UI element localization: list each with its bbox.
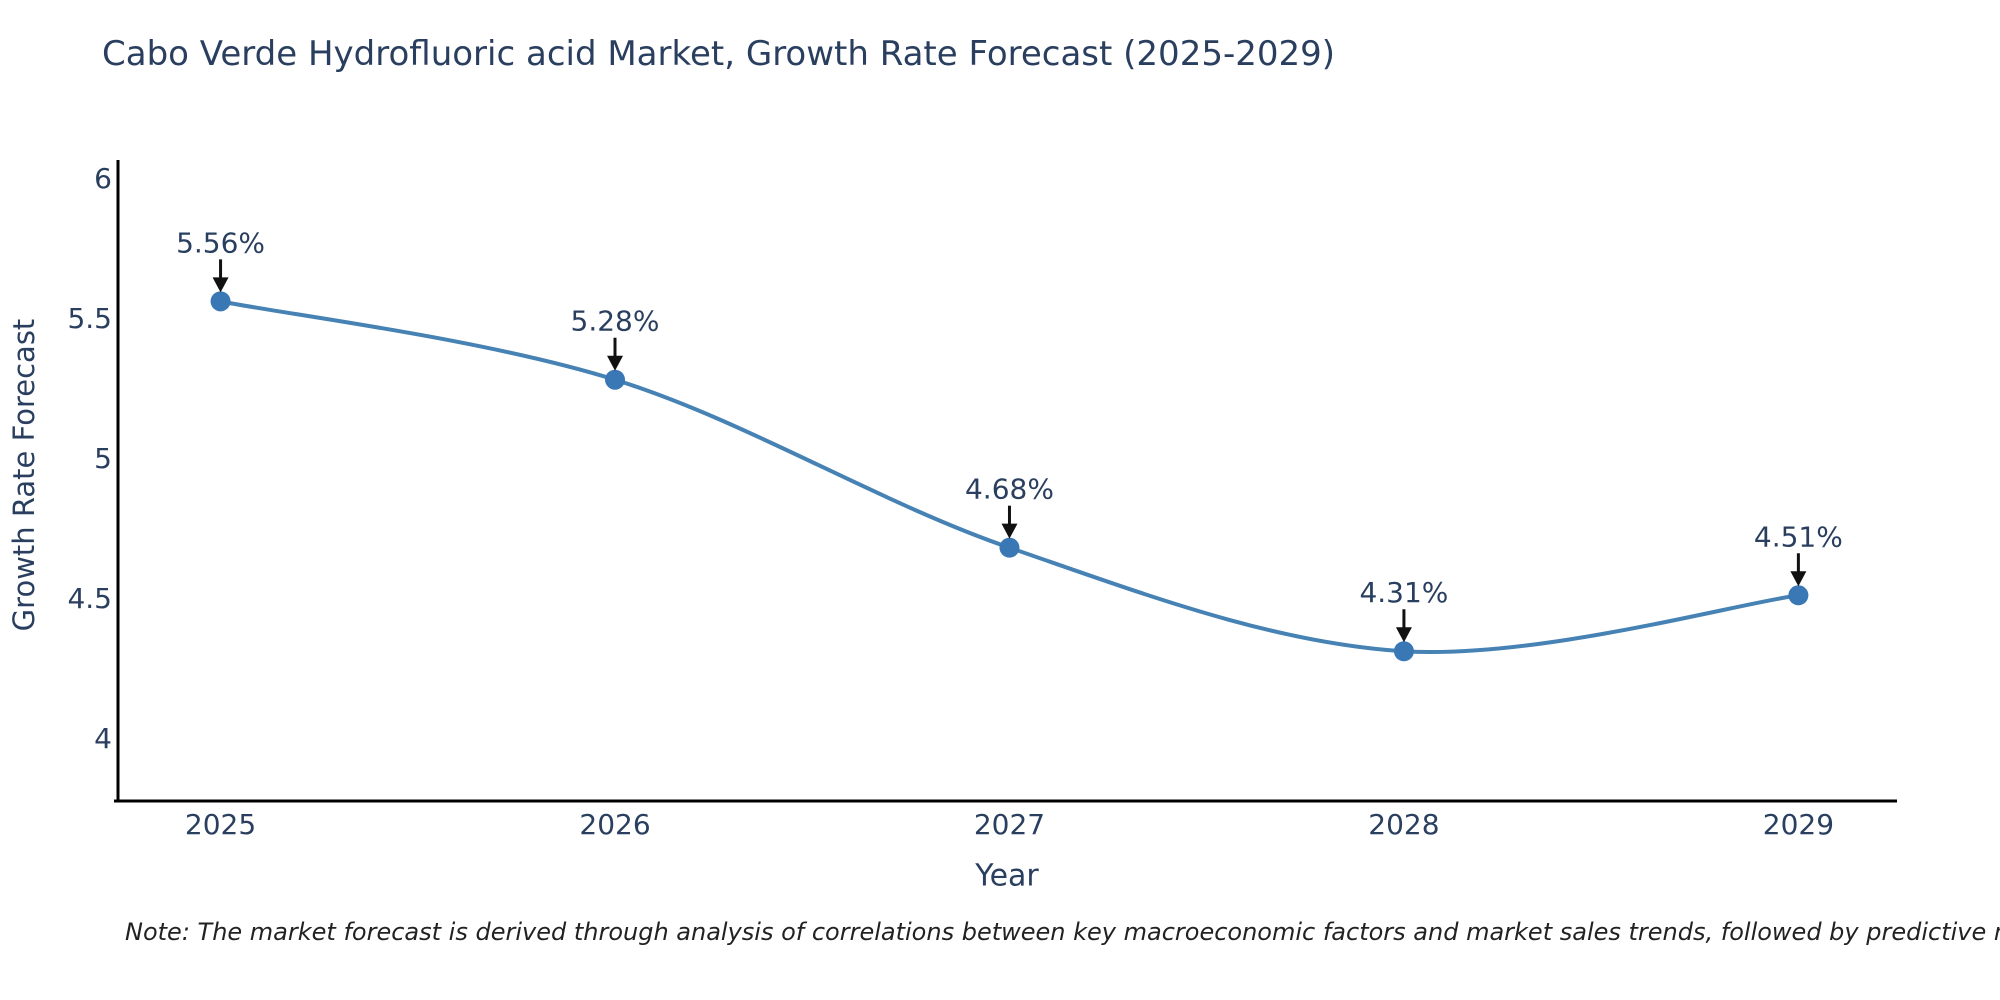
data-point-marker [210, 291, 231, 312]
point-annotation: 4.31% [1359, 576, 1448, 609]
y-tick-label: 4.5 [67, 582, 112, 615]
annotation-arrowhead [1001, 523, 1018, 539]
x-tick-label: 2028 [1368, 808, 1439, 841]
annotation-arrowhead [607, 355, 624, 371]
footnote: Note: The market forecast is derived thr… [125, 918, 2000, 946]
point-annotation: 5.56% [176, 226, 265, 259]
y-tick-label: 4 [94, 722, 112, 755]
annotation-arrowhead [1790, 571, 1807, 587]
data-point-marker [999, 537, 1020, 558]
data-point-marker [605, 369, 626, 390]
chart-title: Cabo Verde Hydrofluoric acid Market, Gro… [102, 34, 1336, 74]
point-annotation: 4.68% [965, 473, 1054, 506]
y-tick-label: 6 [94, 162, 112, 195]
x-tick-label: 2026 [579, 808, 650, 841]
x-tick-label: 2025 [185, 808, 256, 841]
annotation-arrowhead [1395, 627, 1412, 643]
data-point-marker [1393, 641, 1414, 662]
x-tick-label: 2027 [974, 808, 1045, 841]
y-tick-label: 5 [94, 442, 112, 475]
point-annotation: 5.28% [571, 305, 660, 338]
x-tick-label: 2029 [1763, 808, 1834, 841]
annotation-arrowhead [212, 277, 229, 293]
x-axis-title: Year [975, 858, 1039, 894]
y-tick-label: 5.5 [67, 302, 112, 335]
data-point-marker [1788, 585, 1809, 606]
point-annotation: 4.51% [1754, 520, 1843, 553]
